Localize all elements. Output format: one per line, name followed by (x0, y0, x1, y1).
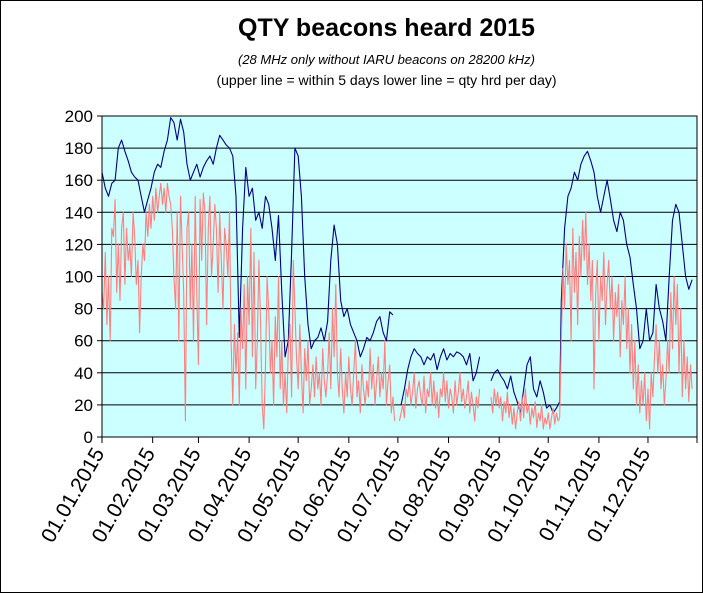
y-tick-label: 200 (65, 107, 93, 126)
y-tick-labels: 0 20 40 60 80 100 120 140 160 180 200 (65, 107, 93, 447)
y-tick-label: 40 (74, 364, 93, 383)
y-tick-label: 120 (65, 235, 93, 254)
plot-border (101, 115, 698, 438)
series-group (101, 117, 693, 430)
series-line-2 (101, 182, 693, 430)
series-line-1 (101, 117, 693, 414)
chart-note: (upper line = within 5 days lower line =… (216, 72, 557, 88)
y-tick-label: 100 (65, 268, 93, 287)
chart-title: QTY beacons heard 2015 (238, 14, 535, 42)
axes (101, 115, 698, 443)
y-tick-label: 140 (65, 203, 93, 222)
y-tick-label: 160 (65, 171, 93, 190)
y-tick-label: 80 (74, 300, 93, 319)
chart-subtitle: (28 MHz only without IARU beacons on 282… (238, 52, 535, 67)
y-tick-label: 180 (65, 139, 93, 158)
y-tick-label: 20 (74, 396, 93, 415)
x-tick-labels: 01.01.201501.02.201501.03.201501.04.2015… (37, 444, 655, 547)
y-tick-label: 0 (84, 428, 93, 447)
y-tick-label: 60 (74, 332, 93, 351)
